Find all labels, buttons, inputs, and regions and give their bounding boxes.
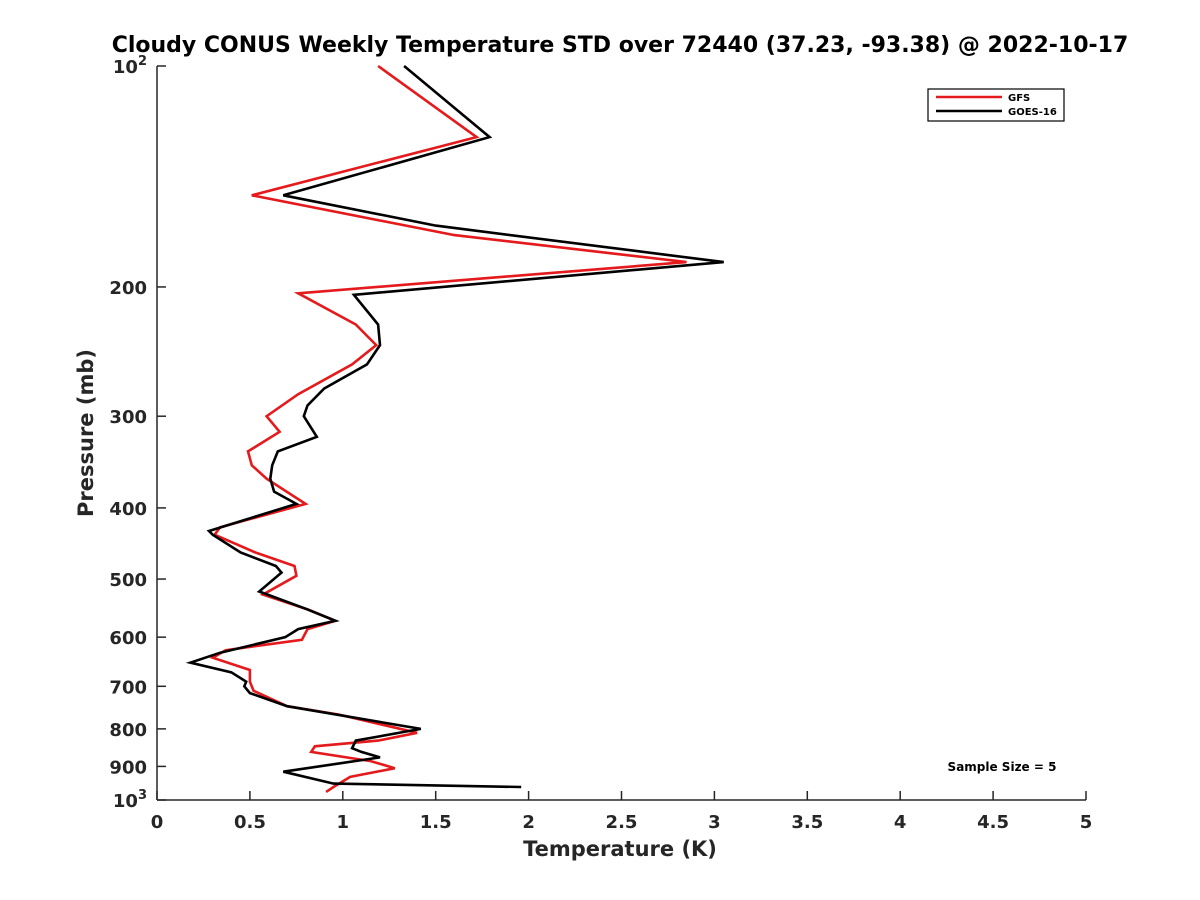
- x-tick-label: 0: [151, 812, 164, 833]
- x-tick-label: 3: [708, 812, 721, 833]
- plot-lines: [185, 64, 724, 793]
- x-axis-label: Temperature (K): [523, 837, 717, 861]
- y-tick-label: 900: [109, 757, 147, 778]
- axes: [156, 66, 1086, 801]
- legend-label-goes-16: GOES-16: [1008, 107, 1057, 118]
- x-tick-label: 2.5: [606, 812, 638, 833]
- legend: GFS GOES-16: [927, 88, 1065, 122]
- y-axis-ticks: 102 200 300 400 500 600 700 800 900 103: [109, 54, 166, 812]
- y-axis-label: Pressure (mb): [74, 349, 98, 517]
- x-tick-label: 3.5: [791, 812, 823, 833]
- sample-size-annotation: Sample Size = 5: [948, 760, 1057, 774]
- series-line-gfs: [209, 64, 687, 793]
- y-tick-label: 600: [109, 628, 147, 649]
- y-tick-label: 103: [113, 788, 147, 812]
- y-tick-label: 700: [109, 677, 147, 698]
- x-tick-label: 0.5: [234, 812, 266, 833]
- legend-label-gfs: GFS: [1008, 93, 1030, 104]
- x-tick-label: 1: [337, 812, 350, 833]
- chart-title: Cloudy CONUS Weekly Temperature STD over…: [112, 33, 1129, 58]
- x-tick-label: 2: [522, 812, 535, 833]
- x-axis-ticks: 0 0.5 1 1.5 2 2.5 3 3.5 4 4.5 5: [151, 791, 1093, 833]
- y-tick-label: 300: [109, 407, 147, 428]
- series-line-goes-16: [185, 65, 724, 789]
- x-tick-label: 1.5: [420, 812, 452, 833]
- legend-box: [927, 88, 1065, 122]
- x-tick-label: 4: [894, 812, 907, 833]
- y-tick-label: 800: [109, 720, 147, 741]
- y-tick-label: 500: [109, 570, 147, 591]
- y-tick-label: 200: [109, 278, 147, 299]
- x-tick-label: 4.5: [977, 812, 1009, 833]
- y-tick-label: 102: [113, 54, 147, 78]
- x-tick-label: 5: [1080, 812, 1093, 833]
- y-tick-label: 400: [109, 499, 147, 520]
